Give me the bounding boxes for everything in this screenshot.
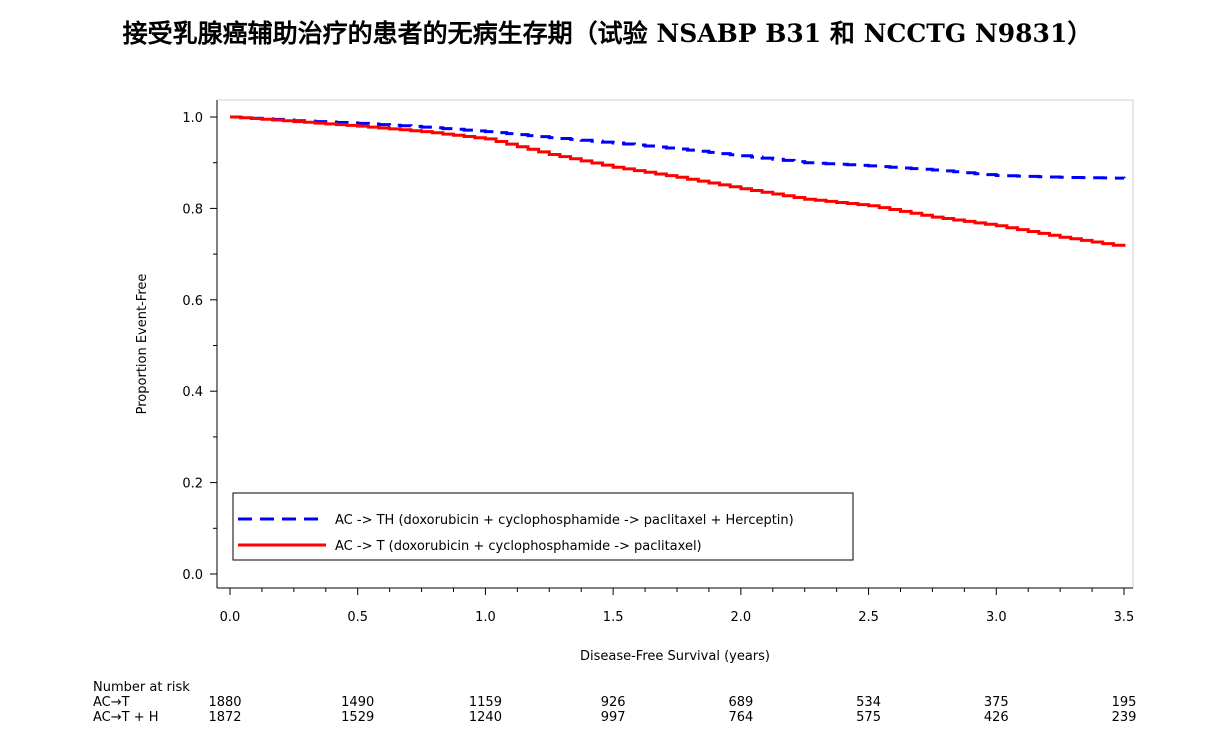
- risk-cell: 1159: [469, 695, 502, 710]
- risk-row-label: AC→T: [93, 695, 130, 710]
- risk-cell: 239: [1112, 710, 1137, 725]
- y-tick-label: 0.8: [182, 202, 203, 217]
- x-tick-label: 0.5: [347, 610, 368, 625]
- risk-cell: 195: [1112, 695, 1137, 710]
- y-tick-label: 1.0: [182, 111, 203, 126]
- risk-cell: 1240: [469, 710, 502, 725]
- series-line-ac-th: [230, 115, 1126, 180]
- risk-cell: 426: [984, 710, 1009, 725]
- risk-table: Number at risk AC→T AC→T + H 1880 1490 115…: [93, 680, 1136, 725]
- risk-cell: 997: [601, 710, 626, 725]
- risk-row-label: AC→T + H: [93, 710, 159, 725]
- legend-box: [232, 492, 854, 561]
- y-axis: 0.0 0.2 0.4 0.6 0.8 1.0: [182, 111, 217, 583]
- y-axis-title: Proportion Event-Free: [135, 274, 150, 415]
- y-tick-label: 0.4: [182, 385, 203, 400]
- y-tick-label: 0.6: [182, 294, 203, 309]
- x-axis-title: Disease-Free Survival (years): [580, 649, 770, 664]
- x-axis: 0.0 0.5 1.0 1.5 2.0 2.5 3.0 3.5: [220, 588, 1135, 625]
- legend-label-ac-t: AC -> T (doxorubicin + cyclophosphamide …: [335, 539, 702, 554]
- risk-cell: 689: [728, 695, 753, 710]
- x-tick-label: 0.0: [220, 610, 241, 625]
- risk-cell: 575: [856, 710, 881, 725]
- x-tick-label: 3.5: [1114, 610, 1135, 625]
- x-tick-label: 2.5: [858, 610, 879, 625]
- y-tick-label: 0.0: [182, 568, 203, 583]
- series-layer: [230, 115, 1126, 247]
- risk-cell: 926: [601, 695, 626, 710]
- legend: AC -> TH (doxorubicin + cyclophosphamide…: [232, 492, 854, 561]
- risk-cell: 1529: [341, 710, 374, 725]
- risk-cell: 1872: [208, 710, 241, 725]
- x-tick-label: 2.0: [731, 610, 752, 625]
- risk-cell: 534: [856, 695, 881, 710]
- x-tick-label: 1.0: [475, 610, 496, 625]
- risk-cell: 764: [728, 710, 753, 725]
- series-line-ac-t: [230, 115, 1126, 247]
- y-tick-label: 0.2: [182, 477, 203, 492]
- risk-cell: 375: [984, 695, 1009, 710]
- x-tick-label: 1.5: [603, 610, 624, 625]
- risk-cell: 1490: [341, 695, 374, 710]
- risk-cell: 1880: [208, 695, 241, 710]
- x-tick-label: 3.0: [986, 610, 1007, 625]
- plot-frame: [216, 99, 1134, 589]
- legend-label-ac-th: AC -> TH (doxorubicin + cyclophosphamide…: [335, 513, 794, 528]
- risk-table-header: Number at risk: [93, 680, 190, 695]
- chart-title: 接受乳腺癌辅助治疗的患者的无病生存期（试验 NSABP B31 和 NCCTG …: [122, 19, 1093, 48]
